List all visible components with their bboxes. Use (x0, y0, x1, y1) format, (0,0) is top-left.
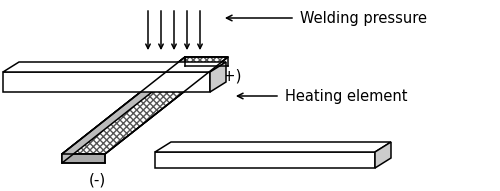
Polygon shape (210, 62, 226, 92)
Polygon shape (3, 72, 210, 92)
Polygon shape (155, 152, 375, 168)
Text: (-): (-) (88, 172, 106, 188)
Polygon shape (155, 142, 391, 152)
Polygon shape (3, 62, 226, 72)
Polygon shape (62, 57, 185, 163)
Text: (+): (+) (218, 69, 242, 83)
Polygon shape (62, 154, 105, 163)
Text: Heating element: Heating element (285, 88, 408, 104)
Text: Welding pressure: Welding pressure (300, 11, 427, 26)
Polygon shape (375, 142, 391, 168)
Polygon shape (62, 57, 228, 154)
